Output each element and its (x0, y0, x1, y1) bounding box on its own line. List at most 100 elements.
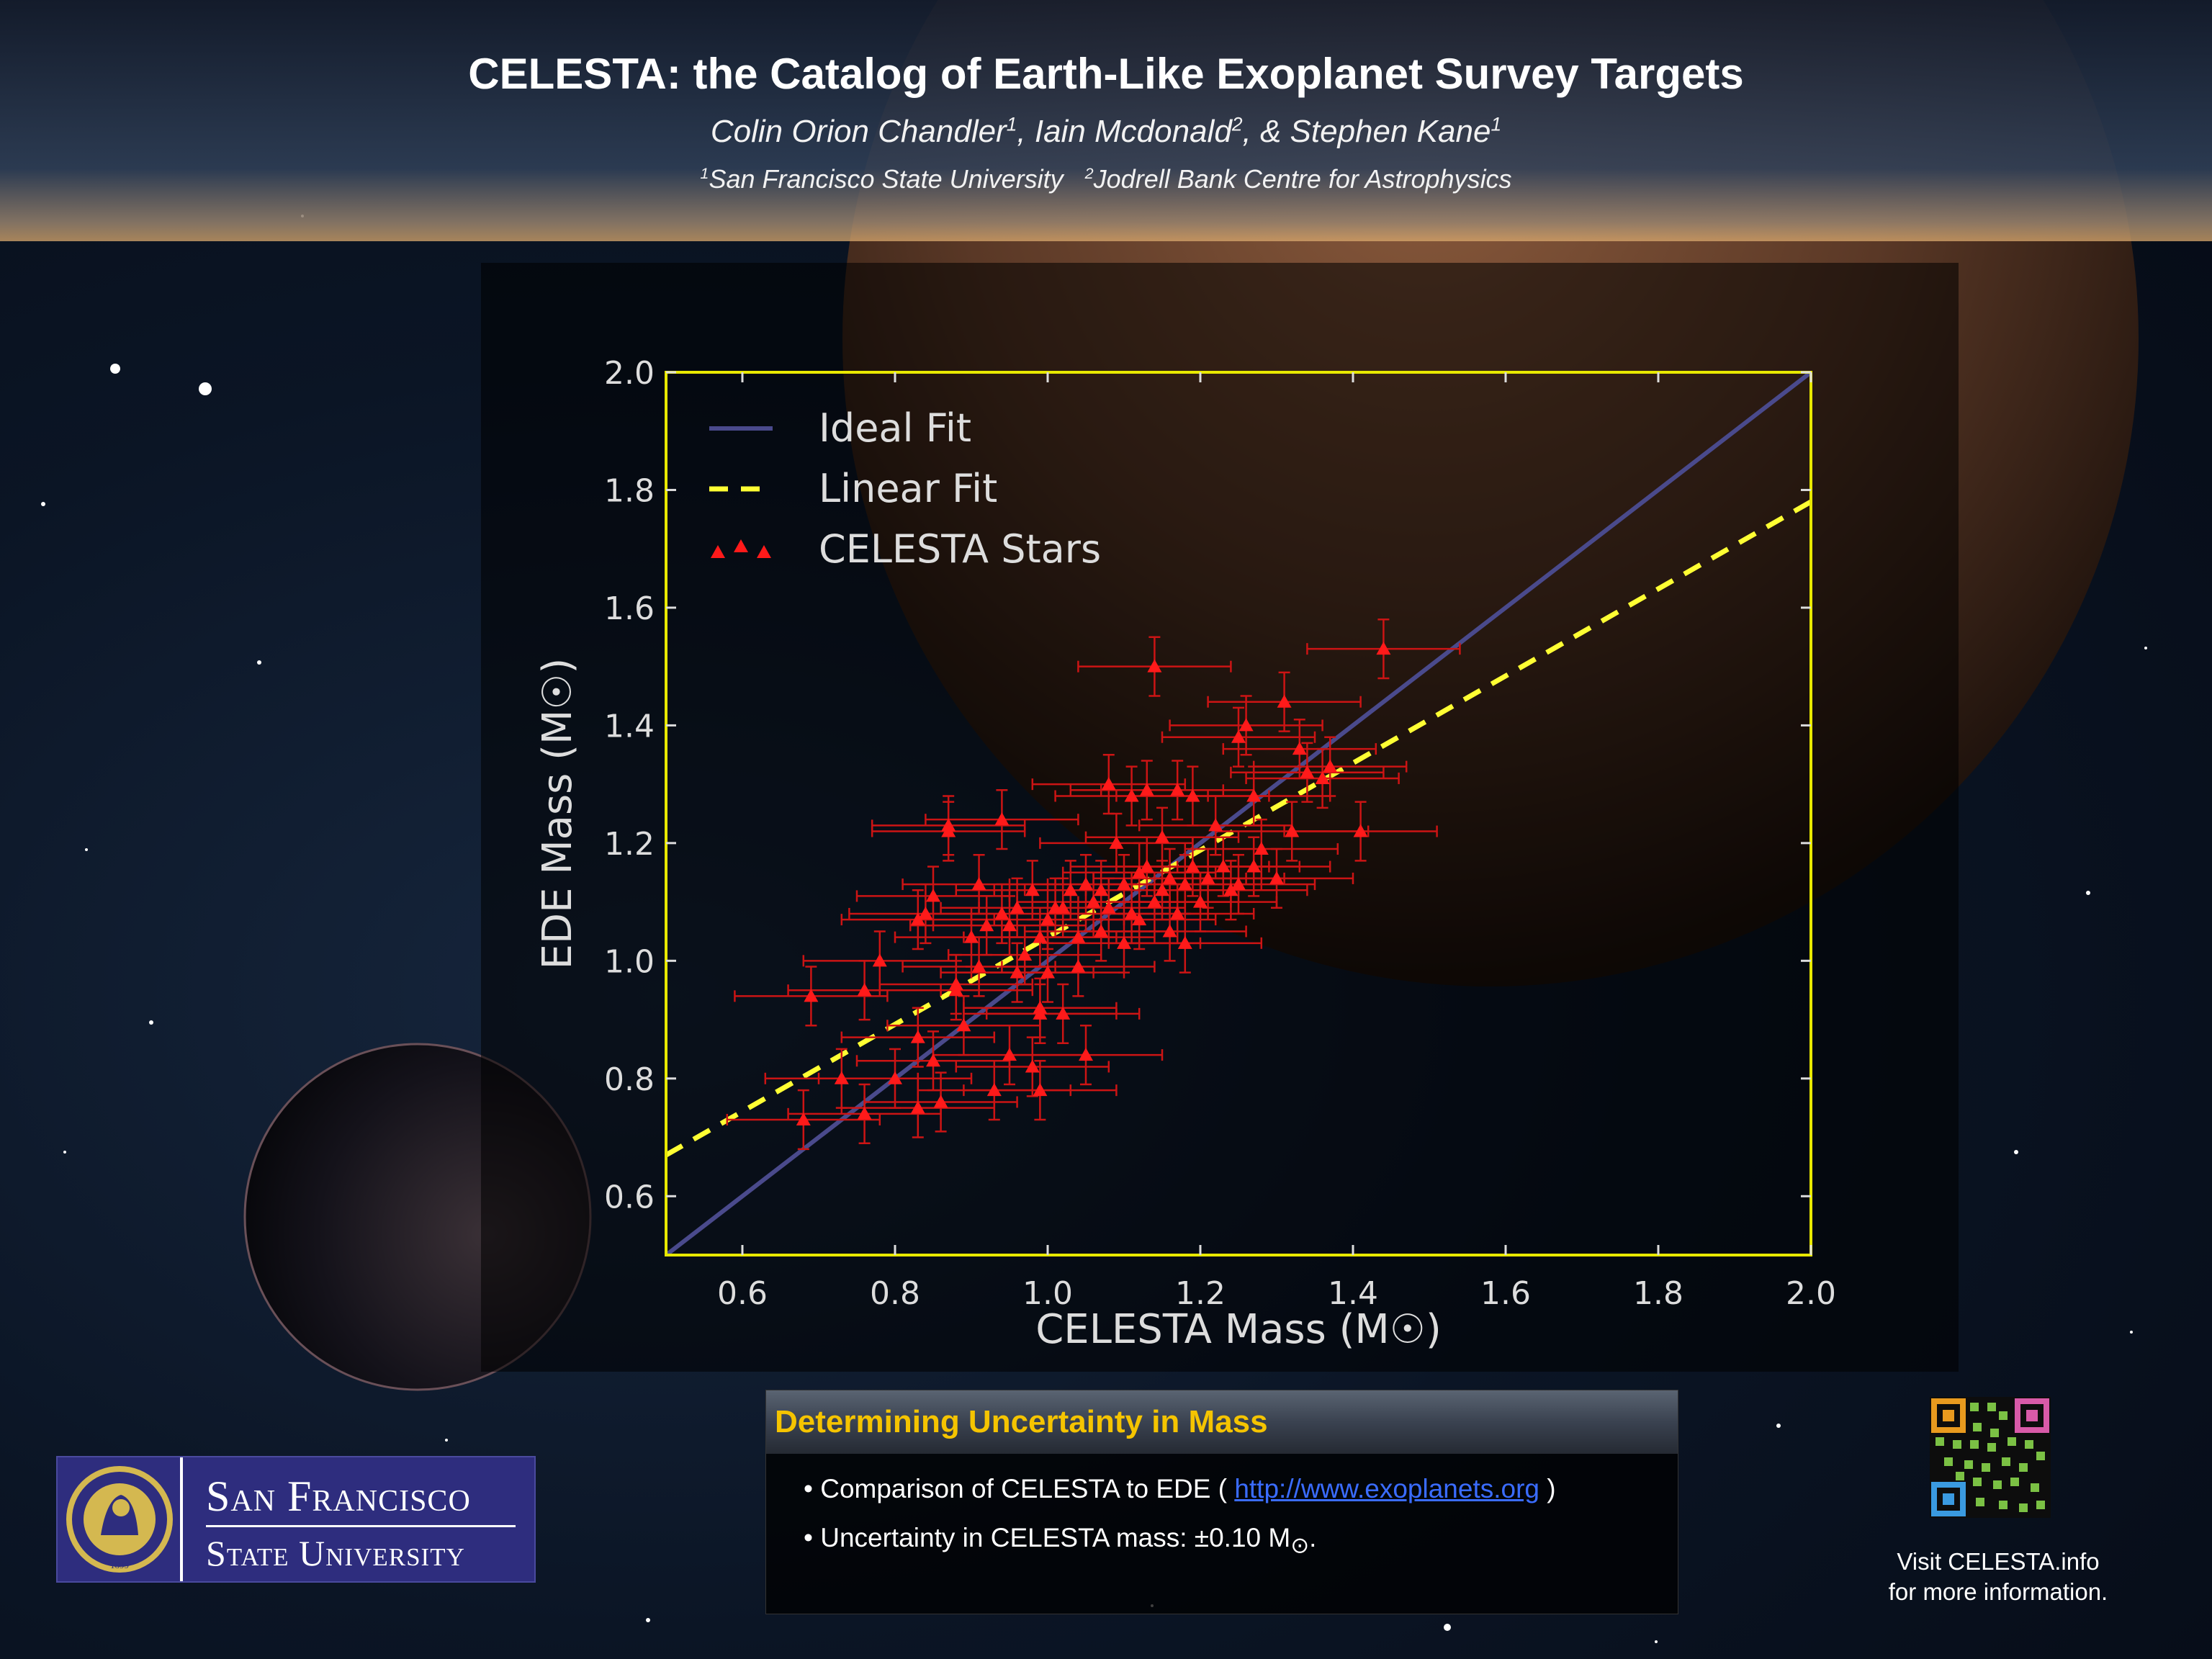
plot-frame (665, 371, 1812, 1256)
celesta-star-point (1285, 824, 1300, 837)
celesta-star-point (1193, 894, 1208, 908)
celesta-star-point (1170, 783, 1185, 796)
celesta-star-point (1162, 924, 1177, 938)
celesta-star-point (796, 1112, 811, 1126)
y-axis-label: EDE Mass (M☉) (534, 658, 581, 970)
celesta-star-point (1101, 900, 1116, 914)
celesta-star-point (857, 1106, 872, 1120)
legend-stars-swatch (711, 545, 725, 558)
celesta-star-point (994, 812, 1010, 826)
svg-text:1899: 1899 (110, 1560, 129, 1570)
celesta-star-point (994, 906, 1010, 920)
celesta-star-point (1162, 871, 1177, 884)
celesta-star-point (834, 1071, 849, 1084)
author-name: Iain Mcdonald (1034, 114, 1232, 149)
celesta-star-point (1353, 824, 1368, 837)
celesta-star-point (1185, 788, 1200, 802)
y-tick-label: 0.8 (604, 1061, 655, 1098)
celesta-star-point (941, 818, 956, 832)
x-axis-label: CELESTA Mass (M☉) (1035, 1306, 1442, 1353)
celesta-star-point (1376, 642, 1391, 655)
celesta-star-point (1246, 788, 1262, 802)
celesta-star-point (1040, 912, 1055, 926)
celesta-star-point (1017, 948, 1033, 961)
celesta-star-point (1025, 1059, 1040, 1073)
logo-line-2: State University (206, 1533, 465, 1573)
legend-stars-swatch (734, 539, 748, 552)
celesta-star-point (956, 1018, 971, 1032)
celesta-star-point (926, 1053, 940, 1067)
celesta-star-point (1231, 877, 1246, 891)
x-tick-label: 1.0 (1022, 1275, 1073, 1312)
celesta-star-point (1246, 859, 1262, 873)
author-name: Stephen Kane (1290, 114, 1491, 149)
poster-title: CELESTA: the Catalog of Earth-Like Exopl… (468, 50, 1744, 98)
x-tick-label: 2.0 (1786, 1275, 1836, 1312)
celesta-star-point (971, 877, 986, 891)
celesta-star-point (1056, 1006, 1071, 1020)
celesta-star-point (872, 953, 887, 967)
celesta-star-point (1094, 924, 1109, 938)
celesta-star-point (1071, 959, 1086, 973)
logo-line-1: San Francisco (206, 1473, 471, 1520)
y-tick-label: 2.0 (604, 355, 655, 392)
celesta-star-point (857, 983, 872, 997)
celesta-star-point (1033, 1083, 1048, 1097)
celesta-star-point (1300, 765, 1315, 778)
celesta-star-point (1025, 883, 1040, 896)
celesta-star-point (964, 930, 979, 943)
celesta-star-point (1063, 883, 1078, 896)
celesta-star-point (1109, 835, 1124, 849)
list-item: • Uncertainty in CELESTA mass: ±0.10 M⊙. (804, 1523, 1317, 1558)
celesta-star-point (1223, 883, 1238, 896)
celesta-star-point (933, 1094, 948, 1108)
y-tick-label: 0.6 (604, 1179, 655, 1215)
x-tick-label: 1.8 (1633, 1275, 1683, 1312)
x-tick-label: 1.4 (1328, 1275, 1378, 1312)
uncertainty-info-box: Determining Uncertainty in Mass • Compar… (765, 1390, 1678, 1614)
exoplanets-link[interactable]: http://www.exoplanets.org (1234, 1474, 1540, 1503)
celesta-star-point (1292, 742, 1307, 755)
celesta-star-point (1002, 1048, 1017, 1061)
celesta-star-point (1033, 930, 1048, 943)
celesta-star-point (910, 1030, 925, 1043)
celesta-star-point (1124, 788, 1139, 802)
author-name: Colin Orion Chandler (710, 114, 1007, 149)
celesta-star-point (804, 989, 819, 1002)
celesta-star-point (1101, 777, 1116, 791)
legend-label: Linear Fit (819, 466, 997, 511)
stars (41, 215, 2147, 1643)
celesta-star-point (910, 1100, 925, 1114)
celesta-star-point (1215, 859, 1231, 873)
celesta-star-point (1315, 770, 1330, 784)
celesta-star-point (1071, 930, 1086, 943)
chart-panel: 0.6 0.8 1.0 1.2 1.4 1.6 1.8 2.0 0.6 0.8 1.0 1.2 1.4 1… (481, 263, 1959, 1372)
affiliation: Jodrell Bank Centre for Astrophysics (1093, 164, 1512, 194)
y-tick-label: 1.0 (604, 943, 655, 980)
celesta-star-point (1155, 883, 1169, 896)
celesta-star-point (1117, 935, 1131, 949)
celesta-star-point (1124, 906, 1139, 920)
celesta-star-point (971, 959, 986, 973)
celesta-star-point (1170, 906, 1185, 920)
celesta-star-point (1238, 718, 1254, 732)
author-list: Colin Orion Chandler1, Iain Mcdonald2, &… (710, 113, 1502, 149)
mass-comparison-chart: 0.6 0.8 1.0 1.2 1.4 1.6 1.8 2.0 0.6 0.8 1.0 1.2 1.4 1… (534, 355, 1836, 1353)
info-list: • Comparison of CELESTA to EDE ( http://… (766, 1454, 1678, 1558)
y-tick-label: 1.2 (604, 826, 655, 863)
affiliation: San Francisco State University (709, 164, 1064, 194)
info-heading: Determining Uncertainty in Mass (766, 1390, 1678, 1454)
celesta-star-point (1010, 965, 1025, 979)
celesta-star-point (1323, 759, 1338, 773)
celesta-star-point (1139, 783, 1154, 796)
qr-code-icon[interactable] (1930, 1397, 2051, 1518)
celesta-star-point (1139, 859, 1154, 873)
celesta-star-point (1277, 694, 1292, 708)
celesta-star-point (1147, 659, 1162, 673)
celesta-star-point (1269, 871, 1284, 884)
celesta-star-point (1094, 883, 1109, 896)
celesta-star-point (1002, 918, 1017, 932)
x-tick-label: 0.8 (870, 1275, 920, 1312)
celesta-star-point (1132, 865, 1147, 878)
celesta-star-point (910, 912, 925, 926)
